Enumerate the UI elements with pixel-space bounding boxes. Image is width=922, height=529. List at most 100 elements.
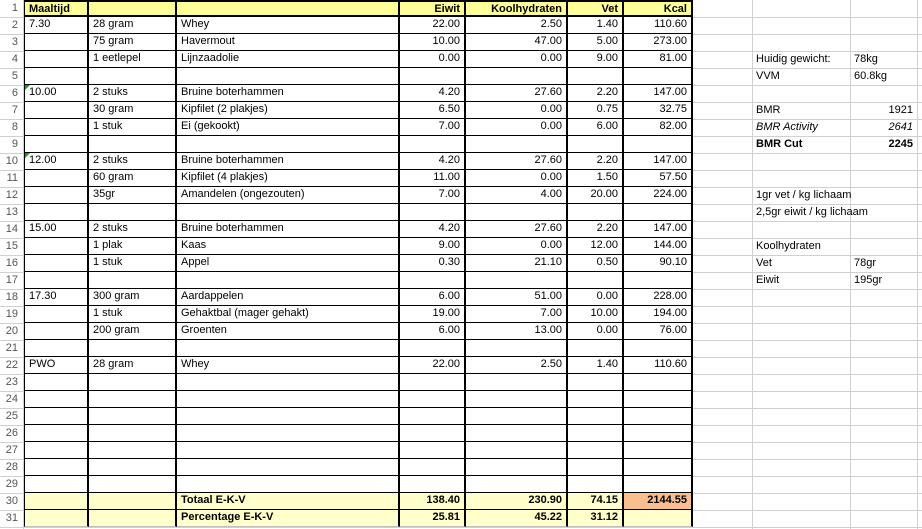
cell-A18[interactable]: 17.30	[24, 289, 89, 306]
cell-A17[interactable]	[24, 272, 89, 289]
row-header-3[interactable]: 3	[11, 36, 18, 48]
cell-C21[interactable]	[177, 340, 400, 357]
cell-A4[interactable]	[24, 51, 89, 68]
cell-C11[interactable]: Kipfilet (4 plakjes)	[177, 170, 400, 187]
cell-A2[interactable]: 7.30	[24, 17, 89, 34]
cell-D24[interactable]	[400, 391, 466, 408]
row-header-20[interactable]: 20	[5, 325, 18, 337]
cell-B16[interactable]: 1 stuk	[89, 255, 177, 272]
cell-C2[interactable]: Whey	[177, 17, 400, 34]
cell-D3[interactable]: 10.00	[400, 34, 466, 51]
cell-A14[interactable]: 15.00	[24, 221, 89, 238]
cell-A15[interactable]	[24, 238, 89, 255]
cell-A29[interactable]	[24, 476, 89, 493]
cell-G12[interactable]: 224.00	[624, 187, 693, 204]
cell-F29[interactable]	[568, 476, 624, 493]
cell-B15[interactable]: 1 plak	[89, 238, 177, 255]
cell-E22[interactable]: 2.50	[466, 357, 568, 374]
cell-D22[interactable]: 22.00	[400, 357, 466, 374]
vvm-value[interactable]: 60.8kg	[854, 70, 888, 82]
cell-G24[interactable]	[624, 391, 693, 408]
cell-E28[interactable]	[466, 459, 568, 476]
cell-B4[interactable]: 1 eetlepel	[89, 51, 177, 68]
cell-G18[interactable]: 228.00	[624, 289, 693, 306]
cell-E7[interactable]: 0.00	[466, 102, 568, 119]
cell-B20[interactable]: 200 gram	[89, 323, 177, 340]
cell-F9[interactable]	[568, 136, 624, 153]
cell-G6[interactable]: 147.00	[624, 85, 693, 102]
cell-E3[interactable]: 47.00	[466, 34, 568, 51]
cell-E25[interactable]	[466, 408, 568, 425]
cell-G19[interactable]: 194.00	[624, 306, 693, 323]
cell-C18[interactable]: Aardappelen	[177, 289, 400, 306]
current-weight-label[interactable]: Huidig gewicht:	[756, 53, 831, 65]
cell-A26[interactable]	[24, 425, 89, 442]
cell-F27[interactable]	[568, 442, 624, 459]
row-header-28[interactable]: 28	[5, 461, 18, 473]
cell-B17[interactable]	[89, 272, 177, 289]
row-header-14[interactable]: 14	[5, 223, 18, 235]
cell-D17[interactable]	[400, 272, 466, 289]
row-header-13[interactable]: 13	[5, 206, 18, 218]
cell-C28[interactable]	[177, 459, 400, 476]
cell-G16[interactable]: 90.10	[624, 255, 693, 272]
cell-G14[interactable]: 147.00	[624, 221, 693, 238]
cell-G9[interactable]	[624, 136, 693, 153]
fat-target-value[interactable]: 78gr	[854, 257, 877, 269]
cell-C24[interactable]	[177, 391, 400, 408]
note-protein-per-kg[interactable]: 2,5gr eiwit / kg lichaam	[756, 206, 868, 218]
cell-F14[interactable]: 2.20	[568, 221, 624, 238]
bmr-activity-label[interactable]: BMR Activity	[756, 121, 818, 133]
cell-B26[interactable]	[89, 425, 177, 442]
cell-A25[interactable]	[24, 408, 89, 425]
cell-G3[interactable]: 273.00	[624, 34, 693, 51]
cell-D30[interactable]: 138.40	[400, 493, 466, 510]
cell-B19[interactable]: 1 stuk	[89, 306, 177, 323]
cell-B12[interactable]: 35gr	[89, 187, 177, 204]
cell-E23[interactable]	[466, 374, 568, 391]
cell-C1[interactable]	[177, 0, 400, 17]
cell-D15[interactable]: 9.00	[400, 238, 466, 255]
cell-E15[interactable]: 0.00	[466, 238, 568, 255]
cell-A23[interactable]	[24, 374, 89, 391]
cell-E5[interactable]	[466, 68, 568, 85]
cell-A11[interactable]	[24, 170, 89, 187]
cell-E6[interactable]: 27.60	[466, 85, 568, 102]
cell-F26[interactable]	[568, 425, 624, 442]
cell-G29[interactable]	[624, 476, 693, 493]
cell-E4[interactable]: 0.00	[466, 51, 568, 68]
cell-D10[interactable]: 4.20	[400, 153, 466, 170]
cell-A20[interactable]	[24, 323, 89, 340]
cell-C31[interactable]: Percentage E-K-V	[177, 510, 400, 527]
row-header-15[interactable]: 15	[5, 240, 18, 252]
cell-A10[interactable]: 12.00	[24, 153, 89, 170]
cell-G21[interactable]	[624, 340, 693, 357]
row-header-1[interactable]: 1	[11, 2, 18, 14]
row-header-24[interactable]: 24	[5, 393, 18, 405]
cell-F12[interactable]: 20.00	[568, 187, 624, 204]
cell-B1[interactable]	[89, 0, 177, 17]
current-weight-value[interactable]: 78kg	[854, 53, 878, 65]
cell-A9[interactable]	[24, 136, 89, 153]
cell-D6[interactable]: 4.20	[400, 85, 466, 102]
cell-D31[interactable]: 25.81	[400, 510, 466, 527]
cell-F25[interactable]	[568, 408, 624, 425]
cell-F31[interactable]: 31.12	[568, 510, 624, 527]
cell-A16[interactable]	[24, 255, 89, 272]
row-header-31[interactable]: 31	[5, 512, 18, 524]
cell-F7[interactable]: 0.75	[568, 102, 624, 119]
row-header-25[interactable]: 25	[5, 410, 18, 422]
cell-G27[interactable]	[624, 442, 693, 459]
cell-D23[interactable]	[400, 374, 466, 391]
cell-F23[interactable]	[568, 374, 624, 391]
cell-C25[interactable]	[177, 408, 400, 425]
cell-F19[interactable]: 10.00	[568, 306, 624, 323]
row-header-5[interactable]: 5	[11, 70, 18, 82]
cell-B3[interactable]: 75 gram	[89, 34, 177, 51]
cell-E1[interactable]: Koolhydraten	[466, 0, 568, 17]
bmr-activity-value[interactable]: 2641	[888, 121, 913, 133]
cell-G13[interactable]	[624, 204, 693, 221]
cell-F30[interactable]: 74.15	[568, 493, 624, 510]
row-header-19[interactable]: 19	[5, 308, 18, 320]
cell-E11[interactable]: 0.00	[466, 170, 568, 187]
